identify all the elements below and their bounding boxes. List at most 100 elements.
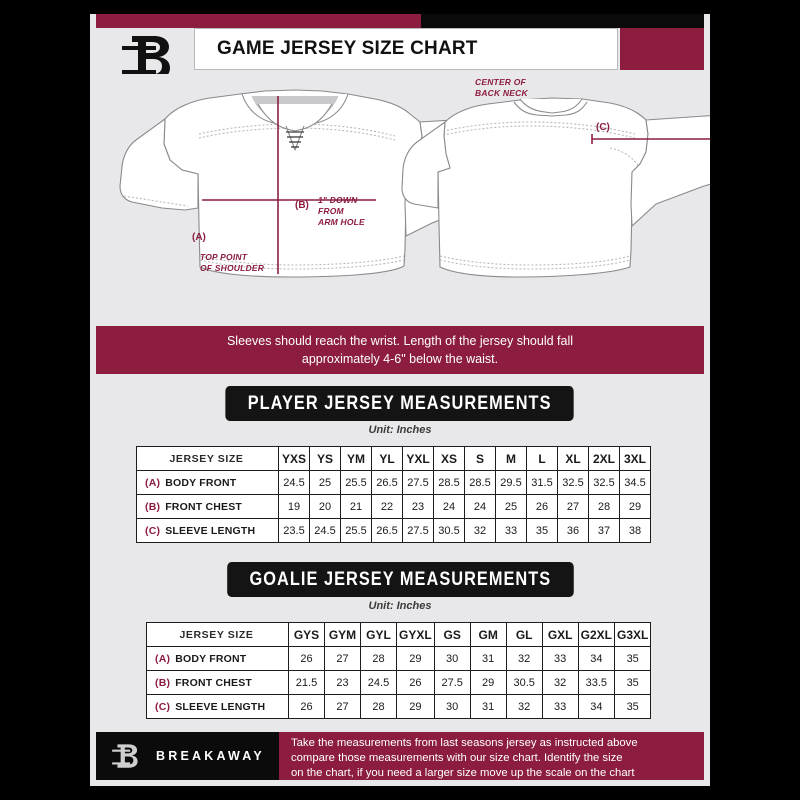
measurement-value-cell: 26 — [526, 494, 558, 519]
measurement-value-cell: 32 — [541, 670, 579, 695]
label-a-text: TOP POINT OF SHOULDER — [200, 252, 265, 273]
measurement-value-cell: 31 — [469, 646, 507, 671]
measurement-value-cell: 19 — [278, 494, 310, 519]
measurement-value-cell: 25 — [495, 494, 527, 519]
measurement-value-cell: 21.5 — [288, 670, 325, 695]
jersey-diagram-area: (B) 1" DOWN FROM ARM HOLE (A) TOP POINT … — [90, 74, 710, 322]
measurement-value-cell: 35 — [614, 646, 652, 671]
measurement-value-cell: 27 — [557, 494, 589, 519]
measurement-value-cell: 30.5 — [433, 518, 465, 543]
header-title-box: GAME JERSEY SIZE CHART — [194, 28, 618, 70]
measurement-value-cell: 33.5 — [577, 670, 616, 695]
measurement-value-cell: 23.5 — [278, 518, 310, 543]
size-header-cell: GYXL — [396, 622, 435, 647]
top-accent-strip — [90, 14, 710, 28]
size-header-cell: GYM — [324, 622, 361, 647]
player-section-unit: Unit: Inches — [368, 424, 432, 436]
measurement-value-cell: 24.5 — [309, 518, 341, 543]
size-header-cell: GYS — [288, 622, 325, 647]
page-title: GAME JERSEY SIZE CHART — [217, 38, 478, 59]
measurement-value-cell: 32 — [505, 694, 543, 719]
fit-note-line2: approximately 4-6" below the waist. — [301, 352, 499, 366]
size-header-cell: GM — [469, 622, 507, 647]
measurement-value-cell: 33 — [495, 518, 527, 543]
measurement-value-cell: 26.5 — [371, 518, 403, 543]
measurement-label-cell: (A) BODY FRONT — [136, 470, 279, 495]
measurement-value-cell: 29 — [396, 646, 435, 671]
measurement-value-cell: 32 — [464, 518, 496, 543]
label-a-tag: (A) — [192, 232, 206, 243]
player-section-header: PLAYER JERSEY MEASUREMENTS Unit: Inches — [90, 386, 710, 436]
size-header-cell: G3XL — [614, 622, 652, 647]
measurement-label-cell: (B) FRONT CHEST — [136, 494, 279, 519]
player-section-title: PLAYER JERSEY MEASUREMENTS — [225, 386, 575, 421]
measurement-value-cell: 28.5 — [433, 470, 465, 495]
measurement-value-cell: 33 — [541, 694, 579, 719]
measurement-label-cell: (B) FRONT CHEST — [146, 670, 289, 695]
size-header-cell: YL — [371, 446, 403, 471]
measurement-value-cell: 24 — [433, 494, 465, 519]
row-header-cell: JERSEY SIZE — [136, 446, 279, 471]
table-row: (C) SLEEVE LENGTH 23.5 24.5 25.5 26.5 27.5 30.5… — [136, 518, 651, 543]
measurement-tag: (B) — [145, 500, 161, 513]
measurement-value-cell: 38 — [619, 518, 651, 543]
breakaway-b-logo-icon — [112, 744, 138, 768]
footer-line3: on the chart, if you need a larger size … — [291, 767, 635, 779]
measurement-value-cell: 34 — [577, 694, 616, 719]
label-b-text: 1" DOWN FROM ARM HOLE — [318, 195, 365, 227]
measurement-value-cell: 24 — [464, 494, 496, 519]
player-measurements-table: JERSEY SIZE YXS YS YM YL YXL XS S M L XL 2XL 3XL (A) B… — [136, 446, 651, 543]
page-footer: BREAKAWAY Take the measurements from las… — [96, 732, 704, 780]
table-row: (C) SLEEVE LENGTH 26 27 28 29 30 31 32 33 34 35 — [146, 694, 652, 719]
measurement-value-cell: 28 — [360, 646, 397, 671]
goalie-section-header: GOALIE JERSEY MEASUREMENTS Unit: Inches — [90, 562, 710, 612]
measurement-value-cell: 20 — [309, 494, 341, 519]
row-header-cell: JERSEY SIZE — [146, 622, 289, 647]
measurement-value-cell: 29 — [469, 670, 507, 695]
measurement-value-cell: 27 — [324, 646, 361, 671]
measurement-value-cell: 34.5 — [619, 470, 651, 495]
footer-line1: Take the measurements from last seasons … — [291, 737, 638, 749]
size-header-cell: YS — [309, 446, 341, 471]
measurement-value-cell: 35 — [614, 694, 652, 719]
measurement-value-cell: 32 — [505, 646, 543, 671]
measurement-value-cell: 37 — [588, 518, 620, 543]
size-header-cell: XL — [557, 446, 589, 471]
table-header-row: JERSEY SIZE GYS GYM GYL GYXL GS GM GL GXL G2XL G3X… — [146, 622, 652, 647]
page-header: GAME JERSEY SIZE CHART — [90, 28, 710, 80]
goalie-section-unit: Unit: Inches — [368, 600, 432, 612]
measurement-value-cell: 28.5 — [464, 470, 496, 495]
top-strip-black — [421, 14, 704, 28]
size-header-cell: YM — [340, 446, 372, 471]
measurement-label-cell: (C) SLEEVE LENGTH — [136, 518, 279, 543]
back-jersey-drawing — [401, 97, 710, 278]
measurement-value-cell: 26 — [288, 694, 325, 719]
measurement-value-cell: 30.5 — [505, 670, 543, 695]
size-header-cell: GL — [505, 622, 543, 647]
fit-note-band: Sleeves should reach the wrist. Length o… — [96, 326, 704, 374]
label-b-tag: (B) — [295, 200, 309, 211]
measurement-tag: (A) — [155, 652, 171, 665]
jersey-illustrations — [119, 89, 710, 278]
measurement-value-cell: 26.5 — [371, 470, 403, 495]
size-header-cell: YXS — [278, 446, 310, 471]
label-back-neck-text: CENTER OF BACK NECK — [475, 77, 528, 98]
measurement-value-cell: 26 — [396, 670, 435, 695]
measurement-value-cell: 30 — [433, 694, 471, 719]
measurement-lines — [202, 96, 710, 274]
measurement-value-cell: 35 — [526, 518, 558, 543]
table-row: (B) FRONT CHEST 21.5 23 24.5 26 27.5 29 30.5 32 33… — [146, 670, 652, 695]
footer-instructions: Take the measurements from last seasons … — [279, 732, 704, 780]
size-header-cell: GS — [433, 622, 471, 647]
top-strip-maroon — [96, 14, 421, 28]
measurement-value-cell: 27.5 — [402, 470, 434, 495]
measurement-value-cell: 36 — [557, 518, 589, 543]
size-header-cell: L — [526, 446, 558, 471]
measurement-value-cell: 25.5 — [340, 518, 372, 543]
measurement-value-cell: 21 — [340, 494, 372, 519]
measurement-value-cell: 28 — [588, 494, 620, 519]
measurement-value-cell: 29 — [396, 694, 435, 719]
size-header-cell: M — [495, 446, 527, 471]
table-row: (A) BODY FRONT 24.5 25 25.5 26.5 27.5 28.5 28.5 2… — [136, 470, 651, 495]
goalie-section-title: GOALIE JERSEY MEASUREMENTS — [226, 562, 574, 597]
